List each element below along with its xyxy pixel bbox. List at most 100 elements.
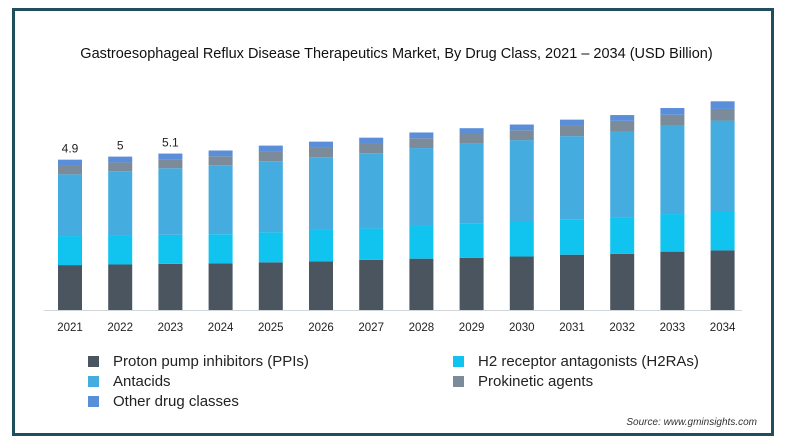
bar-total-label: 5: [117, 139, 124, 153]
bar-segment-2024-1: [208, 234, 233, 264]
bar-segment-2026-4: [309, 141, 333, 148]
bar-segment-2024-3: [208, 156, 233, 166]
x-tick-label: 2032: [609, 322, 635, 334]
bar-segment-2021-1: [58, 236, 82, 266]
legend-swatch-prokinetic: [453, 376, 464, 387]
chart-frame: [12, 8, 774, 436]
x-tick-label: 2034: [710, 322, 736, 334]
legend-swatch-h2ras: [453, 356, 464, 367]
bar-segment-2027-0: [359, 259, 384, 310]
bar-segment-2022-2: [108, 171, 133, 236]
bar-segment-2026-3: [309, 147, 333, 158]
legend-label-other: Other drug classes: [113, 393, 239, 410]
x-tick-label: 2029: [459, 322, 485, 334]
legend-item-other: Other drug classes: [88, 393, 239, 410]
bar-segment-2026-0: [309, 261, 333, 310]
bar-segment-2032-0: [610, 253, 635, 310]
x-tick-label: 2031: [559, 322, 585, 334]
bar-segment-2024-0: [208, 263, 233, 310]
legend-label-prokinetic: Prokinetic agents: [478, 373, 594, 390]
bar-segment-2026-1: [309, 229, 333, 262]
bar-segment-2030-0: [509, 256, 534, 310]
bar-segment-2022-1: [108, 235, 133, 265]
bar-segment-2023-0: [158, 263, 183, 310]
legend-label-h2ras: H2 receptor antagonists (H2RAs): [478, 353, 699, 370]
bar-segment-2023-2: [158, 168, 183, 235]
bar-segment-2027-2: [359, 153, 384, 229]
x-tick-label: 2025: [258, 322, 284, 334]
legend-item-ppis: Proton pump inhibitors (PPIs): [88, 353, 309, 370]
bar-segment-2028-3: [409, 138, 434, 149]
bar-segment-2032-3: [610, 120, 635, 132]
x-tick-label: 2030: [509, 322, 535, 334]
bar-segment-2029-3: [459, 134, 484, 144]
bar-segment-2025-0: [258, 262, 283, 310]
bar-segment-2025-4: [258, 145, 283, 152]
legend-label-antacids: Antacids: [113, 373, 171, 390]
bar-total-label: 5.1: [162, 136, 179, 150]
bar-segment-2031-4: [560, 119, 584, 126]
x-tick-label: 2028: [409, 322, 435, 334]
legend-swatch-other: [88, 396, 99, 407]
x-tick-label: 2022: [107, 322, 133, 334]
legend-swatch-ppis: [88, 356, 99, 367]
bar-segment-2028-1: [409, 225, 434, 259]
bar-segment-2023-3: [158, 159, 183, 169]
legend-item-h2ras: H2 receptor antagonists (H2RAs): [453, 353, 699, 370]
bar-segment-2029-1: [459, 223, 484, 258]
bar-segment-2034-4: [710, 101, 735, 109]
x-tick-label: 2024: [208, 322, 234, 334]
bar-segment-2022-3: [108, 162, 133, 172]
bar-segment-2027-3: [359, 143, 384, 154]
bar-segment-2025-3: [258, 151, 283, 162]
chart-title: Gastroesophageal Reflux Disease Therapeu…: [80, 46, 713, 62]
x-tick-label: 2026: [308, 322, 334, 334]
bar-segment-2032-2: [610, 131, 635, 218]
bar-segment-2034-1: [710, 211, 735, 251]
bar-segment-2021-3: [58, 165, 82, 175]
bar-segment-2027-4: [359, 137, 384, 144]
bar-segment-2031-3: [560, 125, 584, 137]
legend-item-antacids: Antacids: [88, 373, 171, 390]
legend-label-ppis: Proton pump inhibitors (PPIs): [113, 353, 309, 370]
bar-segment-2023-4: [158, 153, 183, 160]
bar-segment-2031-2: [560, 136, 584, 220]
bar-segment-2030-1: [509, 222, 534, 257]
bar-segment-2033-4: [660, 108, 685, 115]
bar-segment-2028-4: [409, 132, 434, 139]
bar-segment-2024-2: [208, 165, 233, 235]
x-tick-label: 2023: [158, 322, 184, 334]
bar-segment-2029-4: [459, 128, 484, 134]
bar-segment-2021-2: [58, 174, 82, 237]
bar-segment-2025-1: [258, 232, 283, 263]
bar-segment-2032-1: [610, 217, 635, 254]
bar-segment-2025-2: [258, 161, 283, 233]
bar-segment-2033-2: [660, 125, 685, 215]
bar-segment-2029-2: [459, 143, 484, 224]
legend-item-prokinetic: Prokinetic agents: [453, 373, 593, 390]
bar-segment-2024-4: [208, 150, 233, 157]
bar-segment-2031-1: [560, 219, 584, 255]
bar-segment-2034-2: [710, 120, 735, 211]
legend-swatch-antacids: [88, 376, 99, 387]
bar-segment-2033-1: [660, 214, 685, 252]
bar-segment-2030-2: [509, 140, 534, 222]
x-tick-label: 2021: [57, 322, 83, 334]
bar-segment-2021-4: [58, 159, 82, 166]
bar-segment-2034-3: [710, 108, 735, 121]
bar-segment-2031-0: [560, 254, 584, 310]
bar-segment-2028-2: [409, 148, 434, 226]
bar-segment-2027-1: [359, 228, 384, 260]
bar-segment-2028-0: [409, 258, 434, 310]
bar-segment-2034-0: [710, 250, 735, 310]
bar-segment-2021-0: [58, 265, 82, 310]
bar-segment-2032-4: [610, 115, 635, 121]
x-tick-label: 2027: [358, 322, 384, 334]
x-tick-label: 2033: [660, 322, 686, 334]
bar-segment-2030-4: [509, 124, 534, 131]
bar-segment-2022-0: [108, 264, 133, 310]
bar-segment-2026-2: [309, 157, 333, 230]
bar-segment-2023-1: [158, 234, 183, 264]
bar-segment-2033-3: [660, 114, 685, 126]
